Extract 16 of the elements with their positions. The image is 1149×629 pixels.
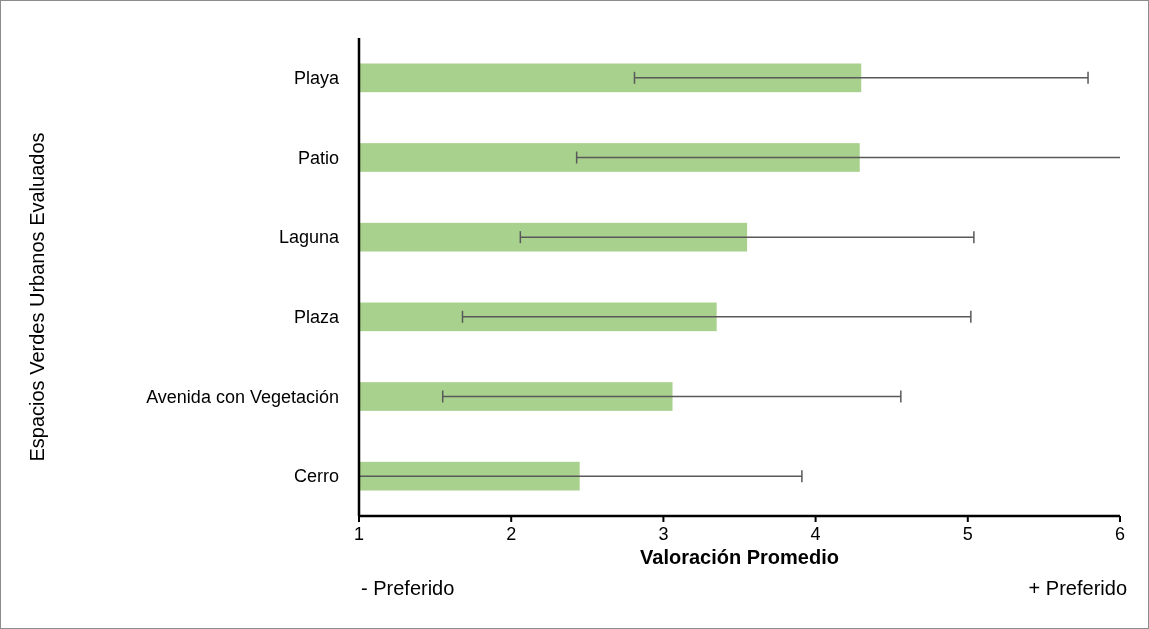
y-tick-label: Avenida con Vegetación xyxy=(146,386,339,407)
x-tick-label: 2 xyxy=(506,524,517,544)
x-tick-label: 4 xyxy=(810,524,821,544)
text: + Preferido xyxy=(1028,577,1127,599)
y-axis-title: Espacios Verdes Urbanos Evaluados xyxy=(26,132,48,462)
y-tick-label: Cerro xyxy=(293,466,339,487)
text: - Preferido xyxy=(361,577,455,599)
y-tick-label: Laguna xyxy=(278,227,340,248)
y-tick-label: Plaza xyxy=(293,307,340,328)
x-axis-title: Valoración Promedio xyxy=(640,546,839,568)
x-tick-label: 1 xyxy=(353,524,365,544)
y-tick-label: Playa xyxy=(293,68,340,89)
x-tick-label: 5 xyxy=(962,524,973,544)
x-tick-label: 3 xyxy=(658,524,669,544)
y-tick-label: Patio xyxy=(297,147,339,168)
x-tick-label: 6 xyxy=(1114,524,1126,544)
